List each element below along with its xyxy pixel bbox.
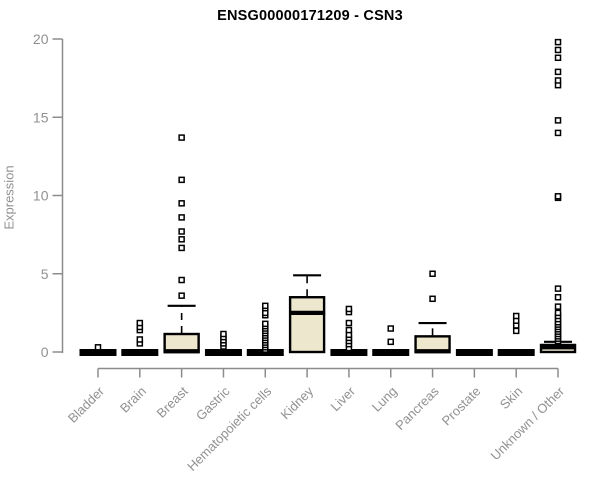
outlier-lung [387,325,394,332]
y-tick-label: 5 [41,266,49,282]
outlier-pancreas [429,270,436,277]
outlier-unknown-other [554,54,562,62]
x-category-label: Brain [117,384,149,416]
outlier-unknown-other [554,293,562,301]
outlier-breast [178,236,185,243]
outlier-liver [345,305,353,313]
x-category-label: Liver [328,383,359,414]
y-tick-label: 10 [33,188,49,204]
outlier-breast [178,176,185,184]
box-gastric [204,349,242,356]
outlier-breast [178,228,185,235]
box-lung [372,349,410,356]
chart-title: ENSG00000171209 - CSN3 [217,8,403,24]
outlier-unknown-other [554,46,562,54]
outlier-bladder [94,344,102,351]
outlier-unknown-other [554,38,562,46]
outlier-liver [345,319,353,327]
x-category-label: Unknown / Other [488,383,568,463]
outlier-breast [178,134,185,141]
x-category-label: Bladder [65,383,108,426]
outlier-unknown-other [554,68,562,76]
outlier-unknown-other [554,129,562,137]
box-prostate [455,349,493,356]
box-skin [497,349,535,356]
box-brain [121,349,159,356]
outlier-gastric [220,330,227,338]
x-category-label: Gastric [193,383,233,423]
box-kidney [288,296,326,354]
outlier-breast [178,276,185,284]
outlier-unknown-other [554,285,562,292]
outlier-pancreas [429,295,436,303]
x-category-label: Breast [154,383,191,420]
outlier-breast [178,200,185,207]
y-tick-label: 15 [33,109,49,125]
box-bladder [79,349,117,356]
outlier-breast [178,292,185,299]
outlier-brain [136,319,144,327]
y-tick-label: 20 [33,31,49,47]
box-liver [330,349,368,356]
outlier-brain [136,336,144,343]
outlier-breast [178,214,185,221]
outlier-skin [512,312,520,320]
outlier-skin [512,327,520,335]
outlier-hematopoietic-cells [262,320,269,328]
outlier-lung [387,338,394,346]
outlier-hematopoietic-cells [262,302,269,310]
outlier-breast [178,244,185,252]
x-category-label: Lung [369,384,400,415]
outlier-unknown-other [554,303,562,310]
x-category-label: Kidney [278,383,317,422]
outlier-liver [345,326,353,334]
outlier-unknown-other [554,117,562,124]
x-category-label: Prostate [439,384,484,429]
outlier-unknown-other [554,77,562,84]
x-category-label: Skin [497,384,525,412]
y-tick-label: 0 [41,344,49,360]
outlier-unknown-other [554,193,562,200]
x-category-label: Pancreas [392,383,442,433]
outlier-unknown-other [554,309,562,317]
